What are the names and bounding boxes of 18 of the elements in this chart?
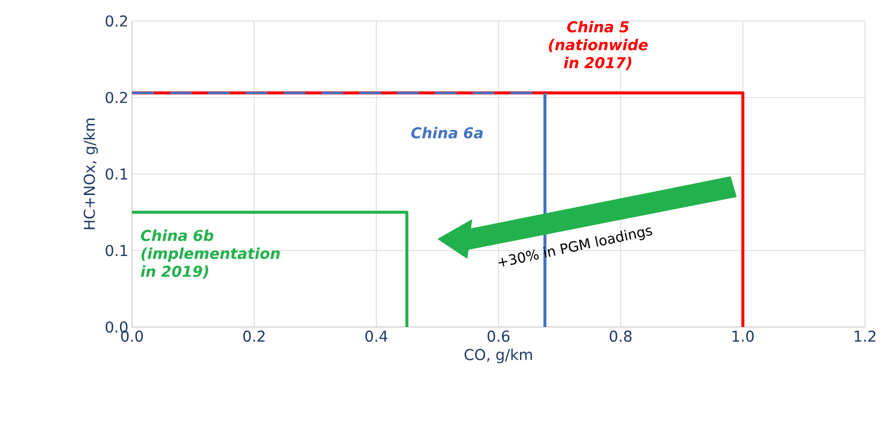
y-axis-title: HC+NOx, g/km [83, 118, 98, 230]
x-tick-label: 1.0 [732, 330, 754, 342]
x-tick-label: 0.4 [365, 330, 388, 342]
y-tick-label: 0.2 [106, 15, 127, 27]
x-tick-label: 1.2 [854, 330, 876, 342]
y-tick-label: 0.1 [106, 244, 128, 256]
x-tick-label: 0.6 [488, 330, 510, 342]
x-tick-label: 0.8 [610, 330, 632, 342]
x-tick-label: 0.0 [121, 330, 143, 342]
text: China 6a [411, 126, 483, 138]
annotation: +30% in PGM loadings [498, 228, 652, 267]
series-label: China 5 (nationwide in 2017) [548, 20, 648, 70]
y-tick-label: 0.2 [106, 92, 127, 104]
y-tick-label: 0.1 [106, 168, 128, 180]
series-label: China 6b (implementation in 2019) [140, 230, 280, 279]
y-tick-label: 0.0 [106, 321, 128, 333]
x-tick-label: 0.2 [243, 330, 265, 342]
x-axis-title: CO, g/km [464, 348, 532, 364]
